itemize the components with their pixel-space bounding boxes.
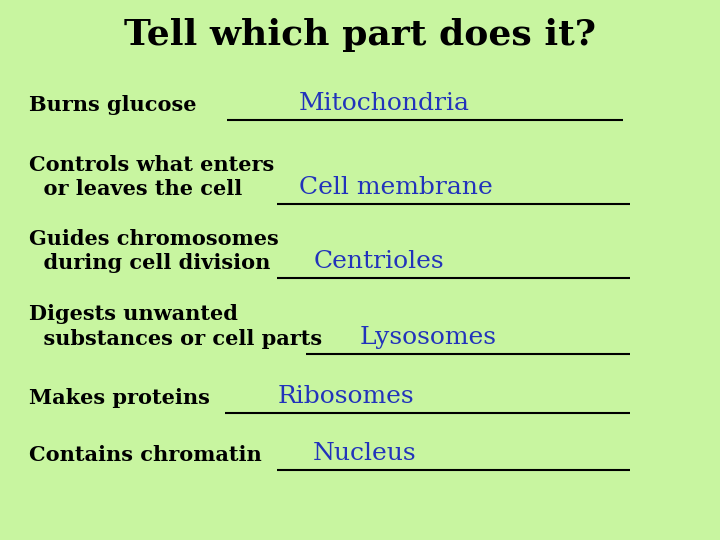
Text: Lysosomes: Lysosomes <box>360 326 497 349</box>
Text: Digests unwanted: Digests unwanted <box>29 304 238 325</box>
Text: Cell membrane: Cell membrane <box>299 177 492 199</box>
Text: Ribosomes: Ribosomes <box>277 386 414 408</box>
Text: Burns glucose: Burns glucose <box>29 95 197 116</box>
Text: Controls what enters: Controls what enters <box>29 154 274 175</box>
Text: or leaves the cell: or leaves the cell <box>29 179 242 199</box>
Text: Tell which part does it?: Tell which part does it? <box>124 18 596 52</box>
Text: substances or cell parts: substances or cell parts <box>29 328 322 349</box>
Text: Nucleus: Nucleus <box>313 442 417 465</box>
Text: Contains chromatin: Contains chromatin <box>29 444 261 465</box>
Text: Guides chromosomes: Guides chromosomes <box>29 228 279 249</box>
Text: Mitochondria: Mitochondria <box>299 92 470 115</box>
Text: Centrioles: Centrioles <box>313 251 444 273</box>
Text: during cell division: during cell division <box>29 253 270 273</box>
Text: Makes proteins: Makes proteins <box>29 388 210 408</box>
